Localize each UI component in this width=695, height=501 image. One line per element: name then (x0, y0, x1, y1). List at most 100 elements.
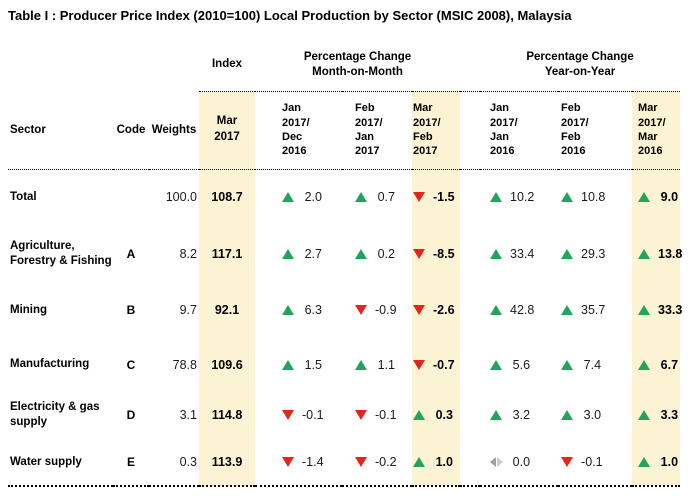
col-header-mom-feb: Feb 2017/ Jan 2017 (342, 91, 412, 170)
up-triangle-icon (490, 359, 503, 370)
change-value: 29.3 (581, 246, 606, 261)
index-cell: 92.1 (199, 282, 255, 338)
index-cell: 114.8 (199, 391, 255, 439)
change-value: 0.7 (377, 190, 395, 205)
up-triangle-icon (282, 305, 295, 315)
table-row-electricity: Electricity & gas supply D 3.1 114.8 -0.… (8, 391, 681, 439)
weights-cell: 9.7 (179, 303, 197, 317)
sub-header-gap (460, 91, 481, 170)
up-triangle-icon (490, 192, 503, 203)
change-cell-yoy-mar: 13.8 (632, 225, 683, 282)
col-header-mom-group: Percentage Change Month-on-Month (255, 40, 461, 92)
change-value: 3.0 (583, 408, 602, 422)
change-cell-yoy-mar: 1.0 (632, 439, 681, 487)
change-cell-yoy-jan: 33.4 (480, 225, 558, 282)
change-value: -0.2 (375, 455, 397, 469)
col-header-mom-mar: Mar 2017/ Feb 2017 (412, 91, 461, 170)
up-triangle-icon (413, 410, 426, 420)
change-cell-mom-jan: 6.3 (255, 282, 342, 338)
group-header-spacer (8, 40, 199, 91)
down-triangle-icon (413, 192, 426, 203)
change-cell-yoy-feb: 10.8 (558, 169, 632, 225)
table-row-manufacturing: Manufacturing C 78.8 109.6 1.5 1.1 -0.7 … (8, 338, 681, 391)
change-cell-yoy-jan: 10.2 (480, 169, 558, 225)
change-value: 1.0 (660, 455, 679, 469)
up-triangle-icon (638, 410, 651, 420)
col-header-weights: Weights (149, 91, 199, 170)
down-triangle-icon (282, 457, 295, 467)
change-value: -0.1 (581, 455, 603, 469)
change-cell-mom-jan: 2.0 (255, 169, 342, 225)
gap-cell (460, 282, 480, 338)
table-row-mining: Mining B 9.7 92.1 6.3 -0.9 -2.6 42.8 35.… (8, 282, 682, 338)
change-value: 10.8 (581, 190, 606, 205)
down-triangle-icon (413, 359, 426, 370)
code-cell: A (126, 246, 136, 261)
change-cell-mom-jan: 2.7 (255, 225, 342, 282)
down-triangle-icon (355, 305, 368, 315)
change-value: -0.9 (375, 303, 397, 317)
change-value: -1.5 (433, 190, 455, 205)
change-value: 3.2 (512, 408, 531, 422)
up-triangle-icon (355, 359, 368, 370)
change-value: 2.7 (304, 246, 322, 261)
up-triangle-icon (490, 248, 503, 259)
change-value: 33.4 (510, 246, 535, 261)
code-cell: D (126, 408, 136, 422)
up-triangle-icon (638, 192, 651, 203)
code-cell: E (113, 439, 149, 487)
change-value: 6.3 (304, 303, 322, 317)
down-triangle-icon (413, 248, 426, 259)
change-cell-mom-jan: -0.1 (255, 391, 342, 439)
change-cell-yoy-feb: 7.4 (558, 338, 632, 391)
up-triangle-icon (638, 359, 651, 370)
down-triangle-icon (561, 457, 574, 467)
col-header-index-mar-2017: Mar 2017 (199, 91, 255, 170)
change-cell-yoy-jan: 3.2 (480, 391, 558, 439)
change-value: -0.7 (433, 357, 455, 372)
col-header-yoy-mar: Mar 2017/ Mar 2016 (632, 91, 681, 170)
up-triangle-icon (355, 192, 368, 203)
change-cell-mom-jan: 1.5 (255, 338, 342, 391)
change-value: 10.2 (510, 190, 535, 205)
gap-cell (460, 169, 480, 225)
up-triangle-icon (561, 192, 574, 203)
sector-cell: Manufacturing (10, 358, 90, 371)
up-triangle-icon (282, 192, 295, 203)
change-value: 1.5 (304, 357, 322, 372)
sector-cell: Agriculture, Forestry & Fishing (10, 239, 112, 267)
change-cell-mom-mar: -8.5 (412, 225, 461, 282)
change-cell-mom-mar: -1.5 (412, 169, 461, 225)
up-triangle-icon (282, 359, 295, 370)
index-cell: 117.1 (199, 225, 255, 282)
change-cell-mom-mar: -2.6 (412, 282, 461, 338)
change-value: 0.3 (435, 408, 453, 422)
change-cell-yoy-jan: 42.8 (480, 282, 558, 338)
gap-cell (460, 439, 481, 487)
up-triangle-icon (638, 305, 651, 315)
weights-cell: 100.0 (165, 190, 197, 205)
sector-cell: Total (10, 190, 37, 203)
col-header-code: Code (113, 91, 149, 170)
change-cell-mom-feb: -0.2 (342, 439, 412, 487)
change-cell-mom-feb: -0.9 (342, 282, 412, 338)
weights-cell: 78.8 (172, 357, 197, 372)
change-cell-yoy-jan: 5.6 (480, 338, 558, 391)
col-header-yoy-feb: Feb 2017/ Feb 2016 (558, 91, 633, 170)
change-value: 35.7 (581, 303, 606, 317)
change-value: 13.8 (658, 246, 683, 261)
table-row-water: Water supply E 0.3 113.9 -1.4 -0.2 1.0 0… (8, 439, 681, 487)
change-cell-mom-jan: -1.4 (255, 439, 342, 487)
change-cell-yoy-mar: 9.0 (632, 169, 681, 225)
change-cell-mom-mar: 1.0 (412, 439, 461, 487)
change-cell-yoy-mar: 3.3 (632, 391, 681, 439)
change-value: 42.8 (510, 303, 535, 317)
sub-header-row: Sector Code Weights Mar 2017 Jan 2017/ D… (8, 91, 681, 170)
change-value: 7.4 (583, 357, 602, 372)
change-value: 5.6 (512, 357, 531, 372)
change-value: -8.5 (433, 246, 455, 261)
sector-cell: Water supply (8, 439, 113, 487)
change-cell-yoy-feb: 29.3 (558, 225, 632, 282)
up-triangle-icon (638, 248, 651, 259)
weights-cell: 0.3 (149, 439, 199, 487)
